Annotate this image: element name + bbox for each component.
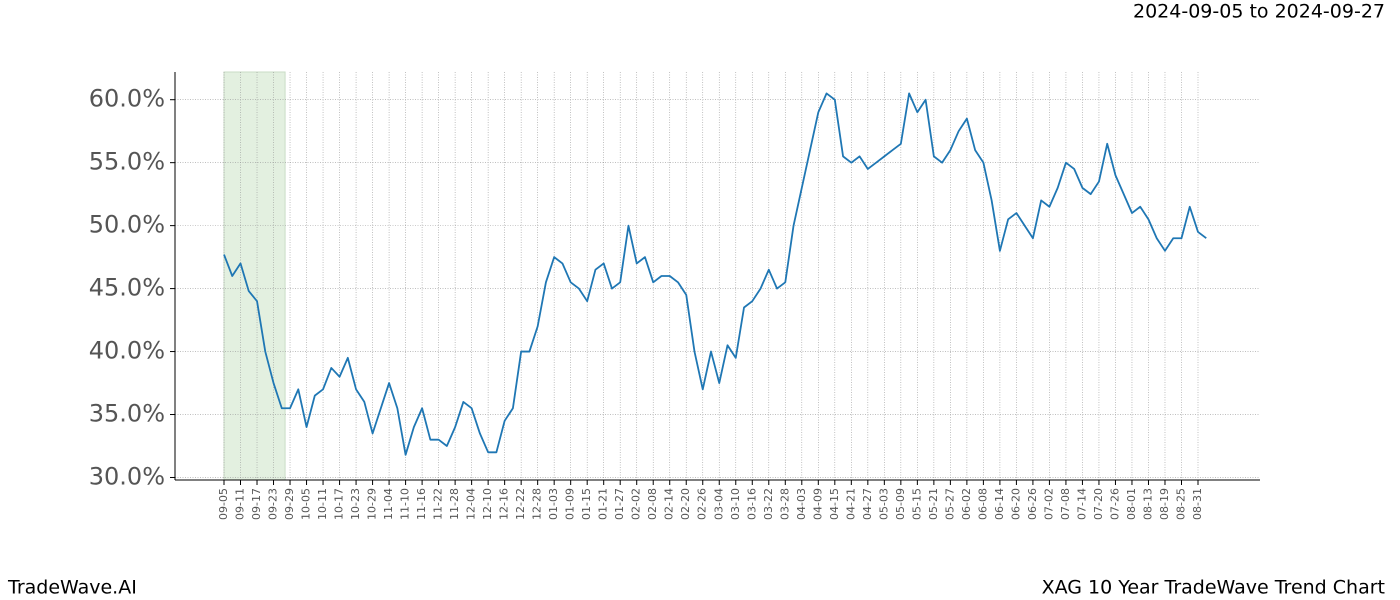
x-tick-label: 09-17 bbox=[250, 488, 263, 520]
x-tick-label: 04-15 bbox=[828, 488, 841, 520]
x-tick-label: 02-14 bbox=[663, 488, 676, 520]
x-tick-label: 03-28 bbox=[778, 488, 791, 520]
x-tick-label: 08-25 bbox=[1174, 488, 1187, 520]
x-tick-label: 03-16 bbox=[745, 488, 758, 520]
x-tick-label: 09-23 bbox=[267, 488, 280, 520]
series-line bbox=[223, 92, 1207, 456]
x-tick-label: 01-03 bbox=[547, 488, 560, 520]
x-tick-label: 12-04 bbox=[465, 488, 478, 520]
y-tick-label: 50.0% bbox=[89, 211, 165, 239]
x-tick-label: 03-04 bbox=[712, 488, 725, 520]
y-tick-label: 40.0% bbox=[89, 337, 165, 365]
x-tick-label: 02-20 bbox=[679, 488, 692, 520]
x-tick-label: 07-26 bbox=[1108, 488, 1121, 520]
y-tick-label: 55.0% bbox=[89, 148, 165, 176]
x-tick-label: 05-09 bbox=[894, 488, 907, 520]
x-tick-label: 09-11 bbox=[234, 488, 247, 520]
x-tick-label: 12-10 bbox=[481, 488, 494, 520]
x-tick-label: 01-21 bbox=[597, 488, 610, 520]
y-tick-label: 30.0% bbox=[89, 462, 165, 490]
x-tick-label: 05-03 bbox=[877, 488, 890, 520]
x-tick-label: 10-23 bbox=[349, 488, 362, 520]
chart-title: XAG 10 Year TradeWave Trend Chart bbox=[1042, 577, 1385, 599]
x-tick-label: 03-22 bbox=[762, 488, 775, 520]
x-tick-label: 06-26 bbox=[1026, 488, 1039, 520]
x-tick-label: 10-05 bbox=[300, 488, 313, 520]
x-tick-label: 11-04 bbox=[382, 488, 395, 520]
x-tick-label: 12-16 bbox=[498, 488, 511, 520]
brand: TradeWave.AI bbox=[7, 577, 137, 599]
x-tick-label: 11-22 bbox=[432, 488, 445, 520]
x-tick-label: 02-08 bbox=[646, 488, 659, 520]
x-tick-label: 12-28 bbox=[531, 488, 544, 520]
x-tick-label: 01-15 bbox=[580, 488, 593, 520]
x-tick-label: 05-15 bbox=[910, 488, 923, 520]
x-tick-label: 07-02 bbox=[1042, 488, 1055, 520]
x-tick-label: 07-14 bbox=[1075, 488, 1088, 520]
x-tick-label: 03-10 bbox=[729, 488, 742, 520]
x-tick-label: 07-08 bbox=[1059, 488, 1072, 520]
x-tick-label: 04-27 bbox=[861, 488, 874, 520]
x-tick-label: 09-05 bbox=[217, 488, 230, 520]
x-tick-label: 06-02 bbox=[960, 488, 973, 520]
x-tick-label: 02-02 bbox=[630, 488, 643, 520]
x-tick-label: 06-14 bbox=[993, 488, 1006, 520]
x-tick-label: 07-20 bbox=[1092, 488, 1105, 520]
x-tick-label: 06-20 bbox=[1009, 488, 1022, 520]
x-tick-label: 08-19 bbox=[1158, 488, 1171, 520]
y-tick-label: 35.0% bbox=[89, 400, 165, 428]
x-tick-label: 11-10 bbox=[399, 488, 412, 520]
x-tick-label: 04-03 bbox=[795, 488, 808, 520]
x-tick-label: 10-11 bbox=[316, 488, 329, 520]
x-tick-label: 04-21 bbox=[844, 488, 857, 520]
x-tick-label: 05-27 bbox=[943, 488, 956, 520]
x-tick-label: 01-09 bbox=[564, 488, 577, 520]
x-tick-label: 04-09 bbox=[811, 488, 824, 520]
x-tick-label: 08-13 bbox=[1141, 488, 1154, 520]
x-tick-label: 02-26 bbox=[696, 488, 709, 520]
y-tick-label: 45.0% bbox=[89, 274, 165, 302]
x-tick-label: 06-08 bbox=[976, 488, 989, 520]
x-tick-label: 01-27 bbox=[613, 488, 626, 520]
x-tick-label: 11-28 bbox=[448, 488, 461, 520]
x-tick-label: 08-01 bbox=[1125, 488, 1138, 520]
x-tick-label: 11-16 bbox=[415, 488, 428, 520]
x-tick-label: 12-22 bbox=[514, 488, 527, 520]
x-tick-label: 05-21 bbox=[927, 488, 940, 520]
date-range: 2024-09-05 to 2024-09-27 bbox=[1133, 1, 1385, 23]
highlight-window bbox=[223, 71, 286, 481]
x-tick-label: 10-17 bbox=[333, 488, 346, 520]
x-tick-label: 09-29 bbox=[283, 488, 296, 520]
x-tick-label: 10-29 bbox=[366, 488, 379, 520]
y-tick-label: 60.0% bbox=[89, 85, 165, 113]
x-tick-label: 08-31 bbox=[1191, 488, 1204, 520]
